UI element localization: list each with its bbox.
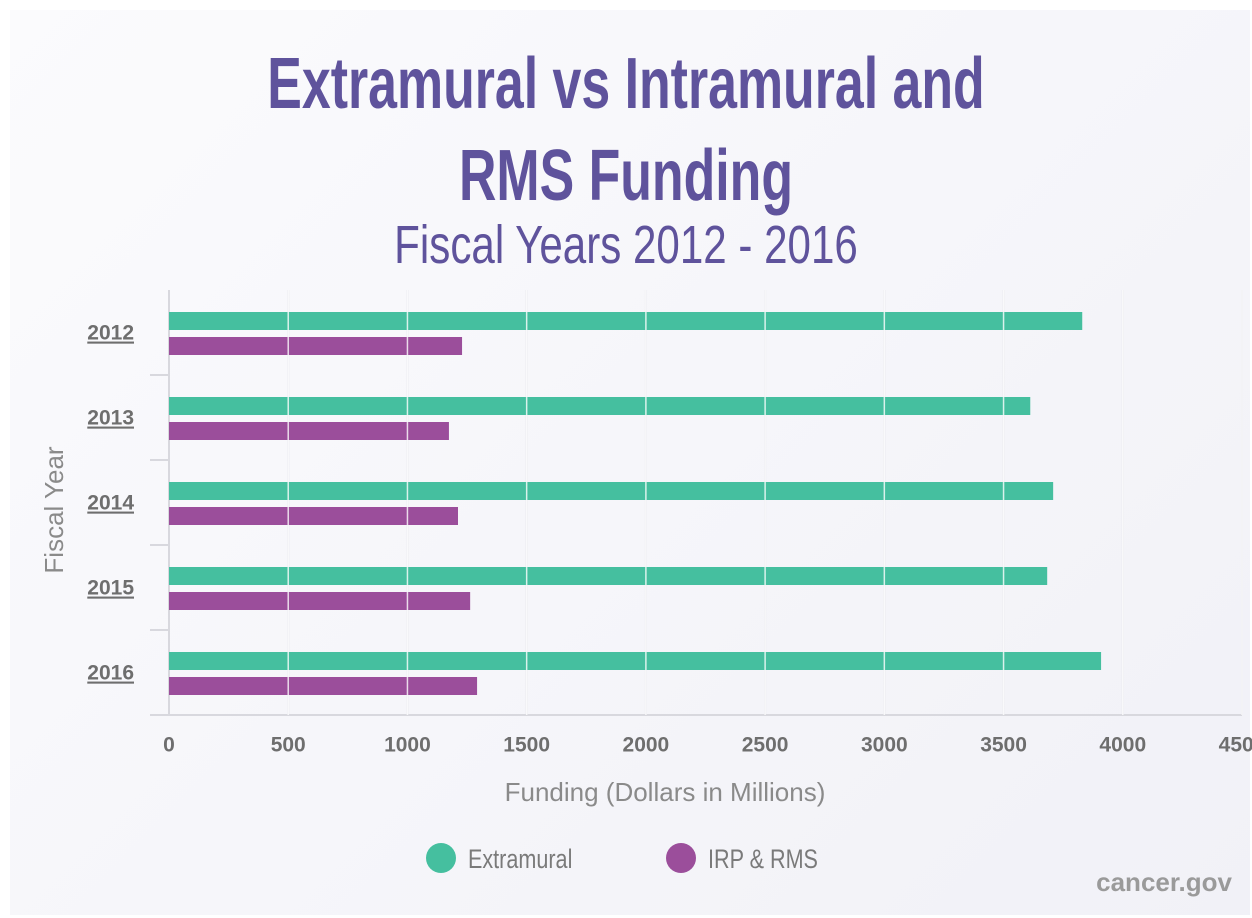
legend-swatch [426, 843, 456, 873]
x-tick-label: 3500 [980, 734, 1027, 757]
bar [169, 567, 1048, 585]
x-tick-label: 4500 [1219, 734, 1252, 757]
legend-swatch [666, 843, 696, 873]
x-tick-label: 2500 [742, 734, 789, 757]
x-tick-label: 3000 [861, 734, 908, 757]
legend-label: IRP & RMS [708, 845, 818, 875]
bar [169, 592, 471, 610]
y-axis-label: Fiscal Year [39, 446, 69, 574]
x-tick-label: 0 [163, 734, 175, 757]
bar [169, 507, 458, 525]
x-tick-label: 500 [271, 734, 306, 757]
bar [169, 397, 1031, 415]
y-tick-label: 2016 [87, 662, 134, 685]
x-tick-label: 4000 [1099, 734, 1146, 757]
source: cancer.gov [1096, 867, 1232, 897]
bar [169, 422, 449, 440]
x-tick-label: 1500 [503, 734, 550, 757]
chart-title: Extramural vs Intramural and RMS Funding [267, 44, 985, 216]
x-tick-label: 2000 [623, 734, 670, 757]
y-tick-label: 2012 [87, 322, 134, 345]
bar [169, 482, 1054, 500]
background [10, 10, 1250, 915]
legend-label: Extramural [468, 845, 572, 875]
x-tick-label: 1000 [384, 734, 431, 757]
y-tick-label: 2015 [87, 577, 134, 600]
y-tick-label: 2014 [87, 492, 134, 515]
bar [169, 337, 463, 355]
y-tick-label: 2013 [87, 407, 134, 430]
chart-subtitle: Fiscal Years 2012 - 2016 [394, 215, 858, 275]
x-axis-label: Funding (Dollars in Millions) [505, 777, 826, 807]
bar [169, 652, 1102, 670]
bar [169, 312, 1083, 330]
bar [169, 677, 478, 695]
